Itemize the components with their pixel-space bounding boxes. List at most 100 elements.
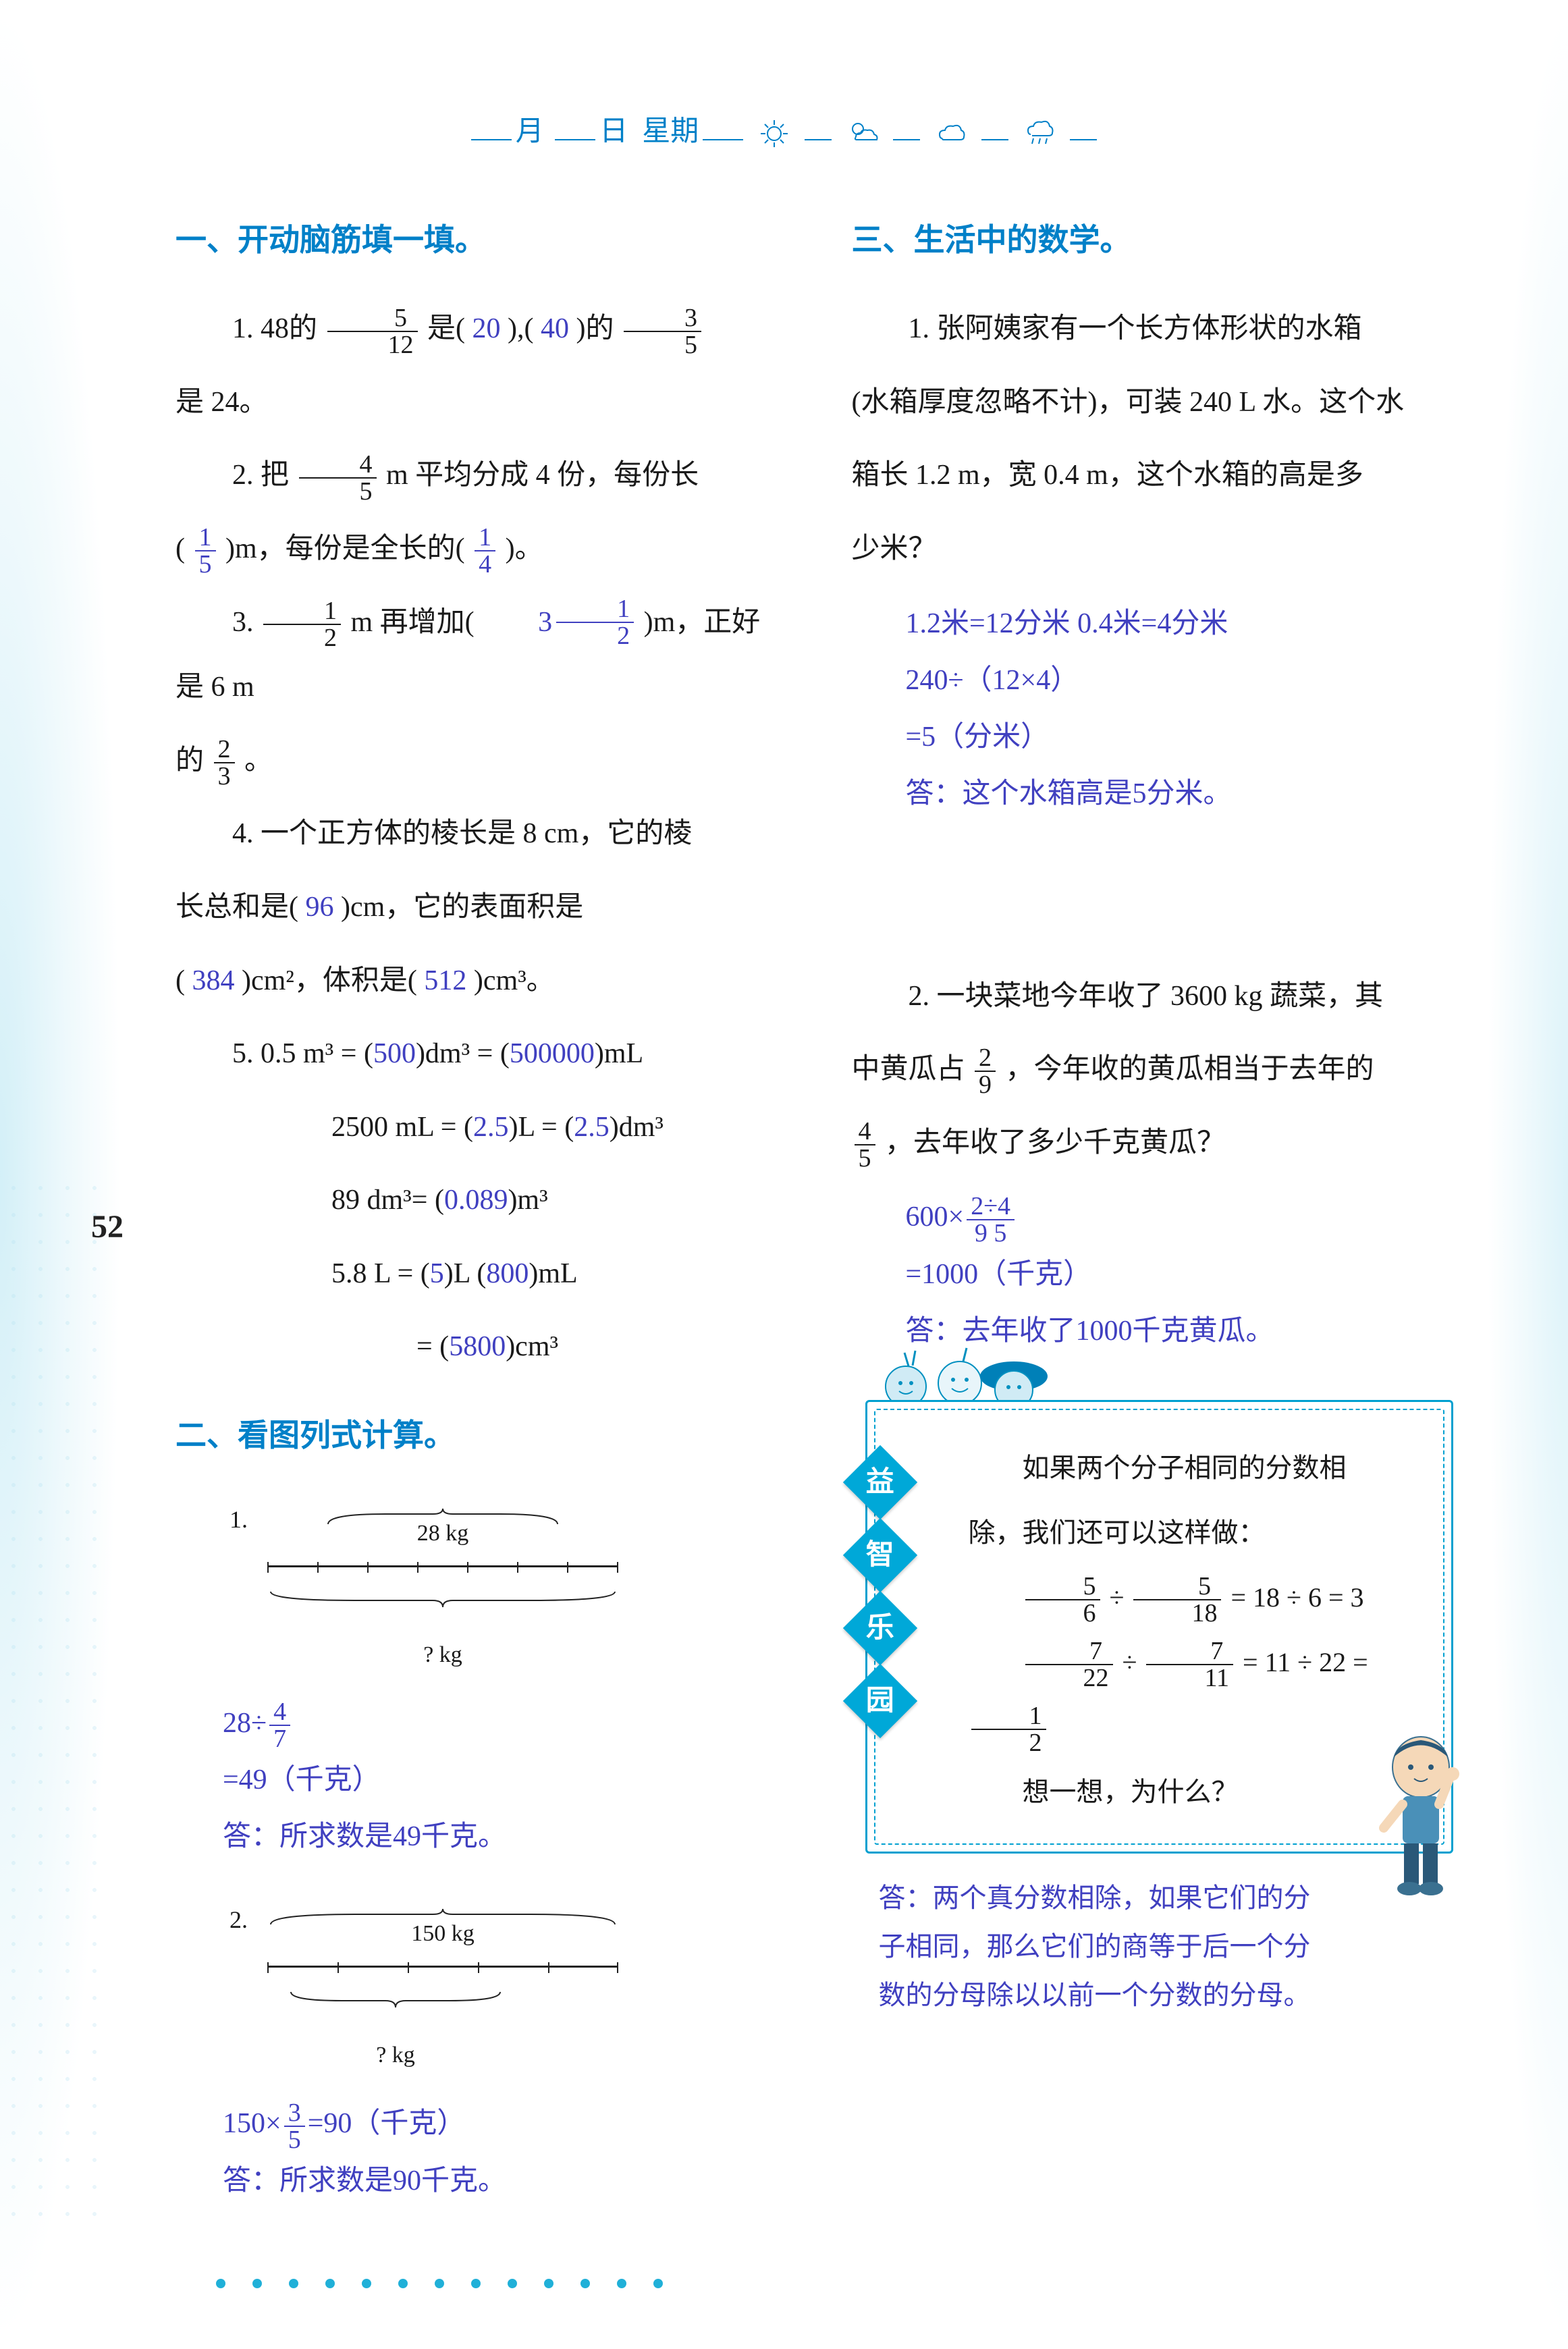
s3q1-l1: 1. 张阿姨家有一个长方体形状的水箱	[852, 296, 1461, 362]
q3-text-b: m 再增加(	[351, 607, 475, 638]
s3q2-f2: 45	[855, 1118, 875, 1171]
weekday-label: 星期	[642, 116, 699, 147]
left-column: 一、开动脑筋填一填。 1. 48的 512 是( 20 ),( 40 )的 35…	[175, 205, 784, 2236]
q5-ans7: 800	[486, 1258, 529, 1289]
q1-ans2: 40	[541, 313, 569, 344]
q5-line5: = (5800)cm³	[175, 1314, 784, 1380]
q2-cont: ( 15 )m，每份是全长的( 14 )。	[175, 516, 784, 582]
diagram-2: 2. 150 kg ? kg	[229, 1892, 784, 2082]
q5-f: )dm³	[610, 1112, 664, 1143]
q3-text-d: 的	[175, 745, 204, 776]
q2-text-e: )。	[506, 533, 543, 564]
q4-line1: 4. 一个正方体的棱长是 8 cm，它的棱	[175, 801, 784, 867]
q1-text-a: 1. 48的	[232, 313, 317, 344]
q3-text-a: 3.	[232, 607, 261, 638]
q4-line3: ( 384 )cm²，体积是( 512 )cm³。	[175, 948, 784, 1014]
s3q1-s4: 答：这个水箱高是5分米。	[906, 765, 1461, 822]
s3q2-l2: 中黄瓜占 29 ，今年收的黄瓜相当于去年的	[852, 1037, 1461, 1102]
q5-j: )L (	[444, 1258, 487, 1289]
q3-text-e: 。	[244, 745, 273, 776]
q3: 3. 12 m 再增加( 312 )m，正好是 6 m	[175, 590, 784, 720]
box-a2: 子相同，那么它们的商等于后一个分	[879, 1922, 1461, 1971]
q1-text-b: 是(	[427, 313, 465, 344]
q5-line1: 5. 0.5 m³ = (500)dm³ = (500000)mL	[175, 1021, 784, 1087]
s3q1-s3: =5（分米）	[906, 709, 1461, 765]
q1: 1. 48的 512 是( 20 ),( 40 )的 35	[175, 296, 784, 362]
q2-text-a: 2. 把	[232, 460, 289, 491]
box-content: 如果两个分子相同的分数相 除，我们还可以这样做： 56 ÷ 518 = 18 ÷…	[969, 1436, 1411, 1825]
s3q2-s1a: 600×	[906, 1202, 965, 1233]
q4-text-c: )cm，它的表面积是	[341, 892, 583, 923]
d1-num: 1.	[229, 1506, 248, 1533]
q5-l: = (	[416, 1331, 449, 1362]
box-eq2: 722 ÷ 711 = 11 ÷ 22 = 12	[969, 1630, 1411, 1760]
q5-b: )dm³ = (	[416, 1038, 510, 1069]
s3q1-l2: (水箱厚度忽略不计)，可装 240 L 水。这个水	[852, 370, 1461, 435]
diamond-4: 园	[842, 1664, 917, 1738]
boy-cartoon-icon	[1363, 1730, 1478, 1906]
bg-dots	[0, 1174, 108, 2232]
q5-e: )L = (	[508, 1112, 574, 1143]
puzzle-box: 益 智 乐 园 如果两个分子相同的分数相 除，我们还可以这样做： 56 ÷ 51…	[852, 1400, 1461, 2020]
q4-text-f: )cm³。	[474, 965, 555, 996]
q2-text-d: )m，每份是全长的(	[225, 533, 465, 564]
s3q2-sfrac: 2÷49 5	[967, 1193, 1015, 1246]
q2-text-b: m 平均分成 4 份，每份长	[386, 460, 699, 491]
d2-s1b: =90（千克）	[308, 2108, 466, 2139]
q5-line3: 89 dm³= (0.089)m³	[175, 1168, 784, 1233]
q5-k: )mL	[529, 1258, 577, 1289]
q1-frac2: 35	[624, 305, 701, 358]
s3q1-l3: 箱长 1.2 m，宽 0.4 m，这个水箱的高是多	[852, 443, 1461, 508]
q5-i: 5.8 L = (	[331, 1258, 430, 1289]
page-header: 月 日 星期	[0, 0, 1568, 151]
q2-frac1: 45	[299, 452, 377, 504]
q5-m: )cm³	[506, 1331, 558, 1362]
brace2-bottom-icon	[288, 1989, 504, 2009]
section-2-title: 二、看图列式计算。	[175, 1400, 784, 1472]
right-column: 三、生活中的数学。 1. 张阿姨家有一个长方体形状的水箱 (水箱厚度忽略不计)，…	[852, 205, 1461, 2236]
q5-ans4: 2.5	[574, 1112, 610, 1143]
section-3-title: 三、生活中的数学。	[852, 205, 1461, 276]
d2-frac: 35	[284, 2100, 305, 2153]
q4-text-b: 长总和是(	[175, 892, 298, 923]
s3q2-l1: 2. 一块菜地今年收了 3600 kg 蔬菜，其	[852, 964, 1461, 1029]
page-number: 52	[91, 1208, 124, 1245]
brace-bottom-icon	[267, 1588, 618, 1609]
d2-s1a: 150×	[223, 2108, 281, 2139]
q1-cont: 是 24。	[175, 370, 784, 435]
q5-c: )mL	[595, 1038, 643, 1069]
q5-ans2: 500000	[510, 1038, 595, 1069]
rain-icon	[1023, 117, 1056, 151]
q5-h: )m³	[508, 1185, 547, 1216]
q4-ans1: 96	[306, 892, 334, 923]
d1-frac: 47	[269, 1699, 290, 1752]
diamond-3: 乐	[842, 1591, 917, 1665]
d1-s1: 28÷	[223, 1708, 267, 1739]
s3q1-l4: 少米？	[852, 516, 1461, 582]
q5-line2: 2500 mL = (2.5)L = (2.5)dm³	[175, 1095, 784, 1160]
q5-d: 2500 mL = (	[331, 1112, 473, 1143]
s3q2-f1: 29	[975, 1045, 996, 1098]
q1-ans1: 20	[472, 313, 501, 344]
bottom-dots	[216, 2279, 663, 2288]
d1-bottom-label: ? kg	[267, 1629, 618, 1681]
s3q2-s2: =1000（千克）	[906, 1246, 1461, 1303]
q5-line4: 5.8 L = (5)L (800)mL	[175, 1241, 784, 1307]
d1-s3: 答：所求数是49千克。	[223, 1808, 784, 1865]
cloud-icon	[934, 117, 968, 151]
q1-frac1: 512	[327, 305, 418, 358]
section-1-title: 一、开动脑筋填一填。	[175, 205, 784, 276]
q4-text-e: )cm²，体积是(	[242, 965, 417, 996]
q3-cont: 的 23 。	[175, 728, 784, 794]
box-labels: 益 智 乐 园	[854, 1456, 907, 1727]
d2-bottom-label: ? kg	[288, 2029, 504, 2082]
diamond-1: 益	[842, 1445, 917, 1519]
d2-solution: 150×35=90（千克） 答：所求数是90千克。	[223, 2095, 784, 2209]
d2-num: 2.	[229, 1906, 248, 1933]
q3-ans: 312	[481, 590, 637, 655]
q5-ans3: 2.5	[473, 1112, 509, 1143]
d2-s2: 答：所求数是90千克。	[223, 2153, 784, 2209]
box-a3: 数的分母除以以前一个分数的分母。	[879, 1971, 1461, 2020]
s3q2-d: ，去年收了多少千克黄瓜？	[885, 1127, 1225, 1158]
q5-ans1: 500	[373, 1038, 416, 1069]
